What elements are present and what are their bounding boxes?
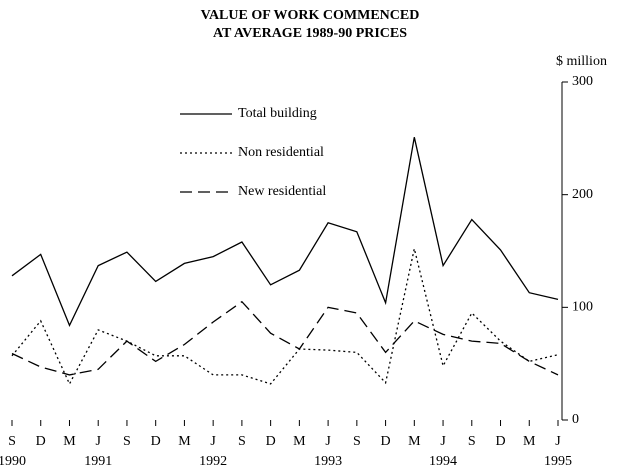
y-tick-label: 0 bbox=[572, 412, 579, 427]
y-axis-label: $ million bbox=[556, 54, 607, 69]
x-tick-label: M bbox=[293, 434, 306, 449]
year-label: 1993 bbox=[314, 454, 342, 469]
year-label: 1992 bbox=[199, 454, 227, 469]
x-tick-label: M bbox=[63, 434, 76, 449]
series-line bbox=[11, 137, 559, 328]
x-tick-label: M bbox=[408, 434, 421, 449]
year-label: 1995 bbox=[544, 454, 572, 469]
series-line bbox=[11, 248, 559, 386]
year-label: 1994 bbox=[429, 454, 457, 469]
y-tick-label: 200 bbox=[572, 187, 593, 202]
year-label: 1990 bbox=[0, 454, 26, 469]
x-tick-label: S bbox=[8, 434, 16, 449]
chart-subtitle: AT AVERAGE 1989-90 PRICES bbox=[213, 26, 407, 41]
chart-title: VALUE OF WORK COMMENCED bbox=[201, 8, 420, 23]
x-tick-label: J bbox=[95, 434, 101, 449]
x-tick-label: J bbox=[210, 434, 216, 449]
x-tick-label: J bbox=[555, 434, 561, 449]
x-tick-label: S bbox=[468, 434, 476, 449]
x-tick-label: D bbox=[36, 434, 46, 449]
legend-label: Total building bbox=[238, 106, 317, 121]
y-tick-label: 100 bbox=[572, 300, 593, 315]
series-line bbox=[11, 300, 559, 376]
x-tick-label: D bbox=[151, 434, 161, 449]
x-tick-label: D bbox=[381, 434, 391, 449]
x-tick-label: J bbox=[440, 434, 446, 449]
y-tick-label: 300 bbox=[572, 74, 593, 89]
x-tick-label: S bbox=[123, 434, 131, 449]
year-label: 1991 bbox=[84, 454, 112, 469]
legend-label: Non residential bbox=[238, 145, 324, 160]
x-tick-label: M bbox=[178, 434, 191, 449]
legend-label: New residential bbox=[238, 184, 326, 199]
x-tick-label: S bbox=[238, 434, 246, 449]
x-tick-label: D bbox=[266, 434, 276, 449]
x-tick-label: M bbox=[523, 434, 536, 449]
x-tick-label: D bbox=[495, 434, 505, 449]
x-tick-label: S bbox=[353, 434, 361, 449]
x-tick-label: J bbox=[325, 434, 331, 449]
